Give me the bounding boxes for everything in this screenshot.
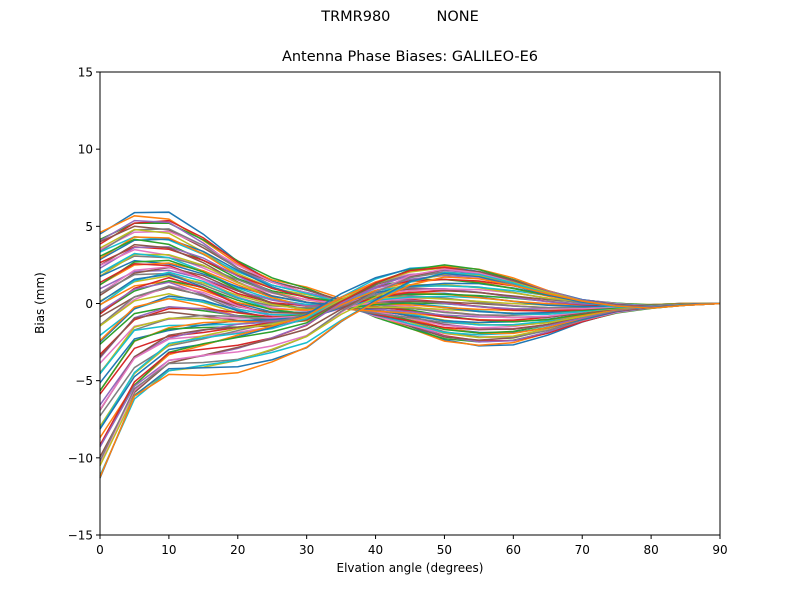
data-series-line bbox=[99, 276, 721, 478]
x-tick-label: 70 bbox=[575, 543, 590, 557]
x-tick-label: 90 bbox=[712, 543, 727, 557]
chart-suptitle: TRMR980 NONE bbox=[321, 9, 479, 25]
chart-title: Antenna Phase Biases: GALILEO-E6 bbox=[281, 49, 539, 65]
y-tick-label: 5 bbox=[85, 220, 93, 234]
y-tick-label: 10 bbox=[78, 143, 93, 157]
y-tick-label: 15 bbox=[78, 66, 93, 80]
y-tick-label: 0 bbox=[85, 297, 93, 311]
x-tick-label: 20 bbox=[230, 543, 245, 557]
y-tick-label: −10 bbox=[68, 451, 93, 465]
x-tick-label: 0 bbox=[96, 543, 104, 557]
x-tick-label: 50 bbox=[437, 543, 452, 557]
y-axis-ticks: −15 −10 −5 0 5 10 15 bbox=[68, 66, 100, 543]
x-tick-label: 60 bbox=[506, 543, 521, 557]
x-axis-ticks: 0 10 20 30 40 50 60 70 80 90 bbox=[96, 535, 728, 557]
x-tick-label: 40 bbox=[368, 543, 383, 557]
data-lines bbox=[99, 211, 721, 479]
x-axis-label: Elvation angle (degrees) bbox=[336, 561, 484, 575]
x-tick-label: 30 bbox=[299, 543, 314, 557]
x-tick-label: 80 bbox=[643, 543, 658, 557]
y-tick-label: −5 bbox=[75, 374, 93, 388]
y-tick-label: −15 bbox=[68, 529, 93, 543]
x-tick-label: 10 bbox=[161, 543, 176, 557]
